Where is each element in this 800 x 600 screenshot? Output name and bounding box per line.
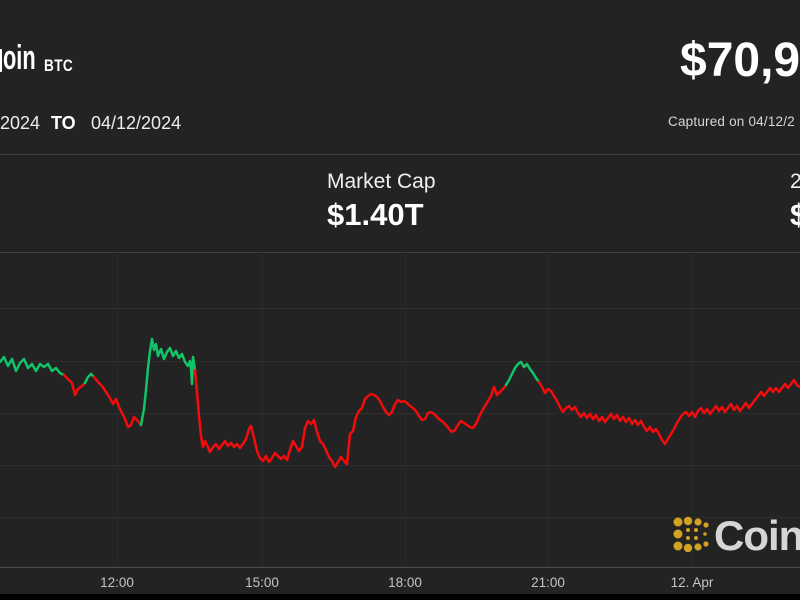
x-axis-tick-label: 15:00 [245,575,279,590]
price-line-segment-down [62,373,87,397]
right-stat-label-fragment: 2 [790,170,800,193]
stats-band: Market Cap $1.40T 2 $ [0,154,800,253]
price-line-segment-down [193,368,508,469]
right-stat-clipped: 2 $ [790,169,800,233]
right-stat-value-fragment: $ [790,197,800,232]
price-line-segment-up [83,372,96,385]
price-line-segment-up [139,337,197,427]
market-cap-value: $1.40T [327,197,424,232]
date-from-clipped: 2024 [0,113,41,133]
x-axis-tick-label: 21:00 [531,575,565,590]
date-to: 04/12/2024 [91,113,182,133]
market-cap-label: Market Cap [327,170,436,193]
x-axis-tick-label: 12. Apr [670,575,714,590]
price-line-segment-down [92,375,143,429]
price-line-segment-up [504,360,541,387]
clipped-letter-fragment [0,49,2,72]
price-chart-svg[interactable] [0,255,800,568]
bitcoin-name-clipped: oin [3,39,36,77]
btc-ticker: BTC [44,56,74,75]
x-axis-labels: 12:00 15:00 18:00 21:00 12. Apr [0,575,800,595]
captured-on-label: Captured on 04/12/2 [668,114,795,129]
coindesk-wordmark-clipped: Coin [714,512,800,559]
date-separator: TO [51,113,76,133]
price-value-clipped: $70,9 [680,34,800,87]
bottom-black-bar [0,594,800,600]
coindesk-logo-icon [673,516,709,553]
price-line-segment-down [537,378,800,446]
x-axis-tick-label: 18:00 [388,575,422,590]
coindesk-watermark: Coin [671,513,800,559]
market-cap-stat: Market Cap $1.40T [327,169,436,233]
price-chart[interactable] [0,255,800,568]
price-line-segment-up [0,355,66,377]
x-axis-tick-label: 12:00 [100,575,134,590]
